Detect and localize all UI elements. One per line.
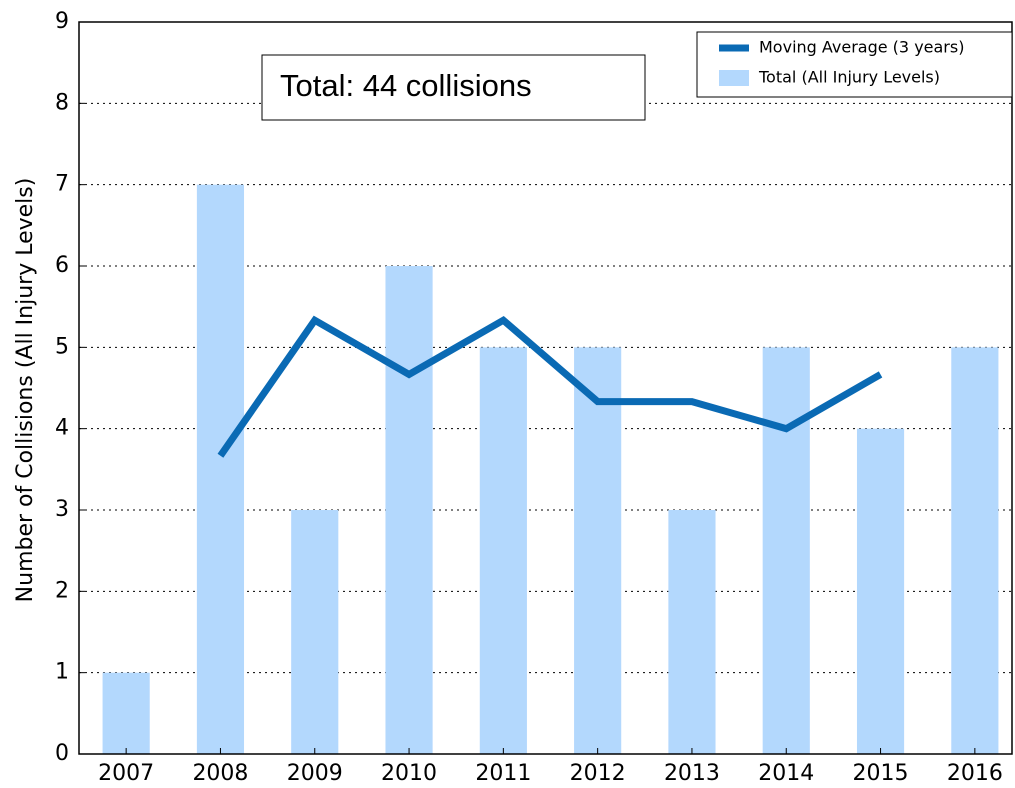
x-tick-label: 2007 [98,761,154,786]
legend-box [696,31,1013,98]
bar [385,266,433,754]
y-tick-label: 5 [55,334,69,359]
line [217,315,883,458]
x-tick-label: 2011 [475,761,531,786]
bar [668,510,716,754]
y-tick-label: 9 [55,9,69,34]
annotation-box [261,54,646,121]
x-tick-label: 2008 [192,761,248,786]
x-tick-label: 2009 [287,761,343,786]
bar [762,347,810,754]
bar [291,510,339,754]
x-tick-label: 2010 [381,761,437,786]
bar [479,347,527,754]
x-tick-label: 2016 [947,761,1003,786]
bar [102,672,150,754]
x-tick-label: 2015 [853,761,909,786]
y-tick-label: 0 [55,741,69,766]
legend-swatch [719,70,749,86]
y-tick-label: 4 [55,416,69,441]
y-tick-label: 6 [55,253,69,278]
bar [574,347,622,754]
legend-label: Total (All Injury Levels) [758,68,940,87]
x-tick-label: 2014 [758,761,814,786]
legend-label: Moving Average (3 years) [759,38,964,57]
annotation: Total: 44 collisions [280,68,532,103]
y-tick-label: 3 [55,497,69,522]
y-axis-label: Number of Collisions (All Injury Levels) [13,178,38,603]
x-tick-label: 2012 [570,761,626,786]
bar [856,428,905,754]
bar [196,184,245,754]
plot-frame [78,21,1013,755]
y-tick-label: 2 [55,578,69,603]
bar [951,347,999,754]
y-tick-label: 7 [55,172,69,197]
y-tick-label: 1 [55,660,69,685]
y-tick-label: 8 [55,90,69,115]
x-tick-label: 2013 [664,761,720,786]
